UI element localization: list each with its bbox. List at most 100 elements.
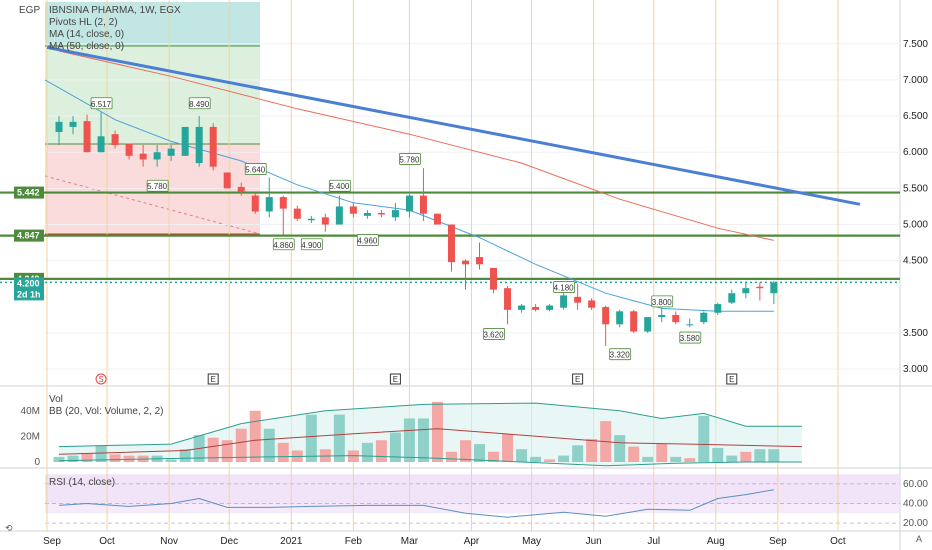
- candle-body: [616, 311, 624, 325]
- volume-bar: [277, 442, 289, 462]
- candle-body: [756, 286, 764, 289]
- pivot-label: 5.400: [329, 182, 350, 191]
- candle-body: [293, 208, 301, 219]
- zoom-icon: ⟲: [5, 523, 13, 533]
- volume-bar: [712, 447, 724, 462]
- candle-body: [672, 314, 680, 323]
- rsi-legend: RSI (14, close): [49, 477, 115, 488]
- candle-body: [167, 148, 175, 156]
- volume-bar: [417, 418, 429, 462]
- auto-scale-icon: A: [916, 534, 922, 544]
- pivot-label-box: [300, 238, 323, 251]
- candle-body: [349, 206, 357, 214]
- price-badge: [14, 277, 44, 290]
- x-tick-label: Jul: [647, 536, 660, 547]
- bb-legend: BB (20, Vol: Volume, 2, 2): [49, 406, 164, 417]
- candle-body: [153, 152, 161, 160]
- price-badge: [14, 288, 44, 301]
- x-tick-label: Jun: [586, 536, 602, 547]
- candle-body: [55, 121, 63, 132]
- price-badge-label: 4.847: [17, 231, 40, 241]
- earnings-marker: [726, 373, 738, 385]
- volume-bar: [642, 456, 654, 462]
- pivot-label: 3.620: [484, 330, 505, 339]
- candle-body: [574, 296, 582, 303]
- volume-bar: [81, 453, 93, 462]
- volume-bar: [459, 440, 471, 462]
- y-tick-label: 4.500: [903, 256, 928, 267]
- pivot-label: 5.780: [399, 155, 420, 164]
- price-badge-label: 2d 1h: [17, 289, 41, 299]
- candle-body: [83, 121, 91, 153]
- ma50-line: [58, 50, 775, 241]
- x-tick-label: Sep: [769, 536, 787, 547]
- volume-bar: [123, 455, 135, 462]
- earnings-marker-label: E: [393, 375, 398, 384]
- volume-bar: [207, 437, 219, 462]
- candle-body: [504, 288, 512, 310]
- volume-bar: [263, 428, 275, 462]
- pivot-label-box: [244, 163, 267, 175]
- y-tick-label: 7.500: [903, 39, 928, 50]
- pivot-label-box: [651, 295, 674, 308]
- y-tick-label: 7.000: [903, 75, 928, 86]
- earnings-marker-label: E: [211, 375, 216, 384]
- pivot-label: 5.640: [245, 166, 266, 175]
- candle-body: [139, 153, 147, 160]
- candle-body: [97, 136, 105, 153]
- x-tick-label: Aug: [707, 536, 725, 547]
- currency-label: EGP: [19, 5, 40, 16]
- candle-body: [111, 134, 119, 145]
- y-tick-label: 6.000: [903, 147, 928, 158]
- pivot-label-box: [146, 179, 169, 192]
- pivot-label: 8.490: [189, 100, 210, 109]
- volume-bar: [754, 449, 766, 462]
- candle-body: [560, 295, 568, 308]
- candle-body: [588, 300, 596, 308]
- rsi-line: [58, 489, 774, 518]
- candle-body: [532, 306, 540, 310]
- volume-bar: [628, 446, 640, 462]
- candle-body: [223, 172, 231, 189]
- pivot-label: 4.180: [554, 283, 575, 292]
- volume-bar: [179, 449, 191, 462]
- y-tick-label: 3.000: [903, 364, 928, 375]
- candle-body: [602, 306, 610, 325]
- x-tick-label: Sep: [43, 536, 61, 547]
- volume-bar: [375, 440, 387, 462]
- earnings-marker: [572, 373, 584, 385]
- volume-tick-label: 20M: [21, 431, 40, 442]
- price-badge: [14, 229, 44, 242]
- rsi-tick-label: 20.00: [903, 518, 928, 529]
- volume-bar: [586, 438, 598, 462]
- y-tick-label: 3.500: [903, 328, 928, 339]
- candle-body: [405, 195, 413, 212]
- volume-bar: [656, 444, 668, 462]
- candle-body: [447, 224, 455, 263]
- earnings-marker: [389, 373, 401, 385]
- candle-body: [770, 282, 778, 294]
- earnings-marker-label: E: [729, 375, 734, 384]
- volume-bar: [333, 414, 345, 462]
- volume-bar: [530, 456, 542, 462]
- volume-bar: [670, 456, 682, 462]
- volume-bar: [431, 401, 443, 462]
- candle-body: [321, 217, 329, 225]
- candle-body: [658, 314, 666, 318]
- split-marker-label: S: [98, 375, 103, 384]
- pivot-label: 3.800: [652, 298, 673, 307]
- rsi-band: [45, 474, 900, 514]
- x-tick-label: Nov: [160, 536, 178, 547]
- volume-tick-label: 40M: [21, 406, 40, 417]
- pivot-label: 4.860: [273, 241, 294, 250]
- candle-body: [490, 267, 498, 290]
- candle-body: [476, 257, 484, 265]
- y-tick-label: 5.500: [903, 183, 928, 194]
- candle-body: [279, 197, 287, 209]
- earnings-marker-label: E: [575, 375, 580, 384]
- candle-body: [518, 305, 526, 310]
- candle-body: [251, 195, 259, 212]
- candle-body: [195, 126, 203, 164]
- x-tick-label: Apr: [464, 536, 480, 547]
